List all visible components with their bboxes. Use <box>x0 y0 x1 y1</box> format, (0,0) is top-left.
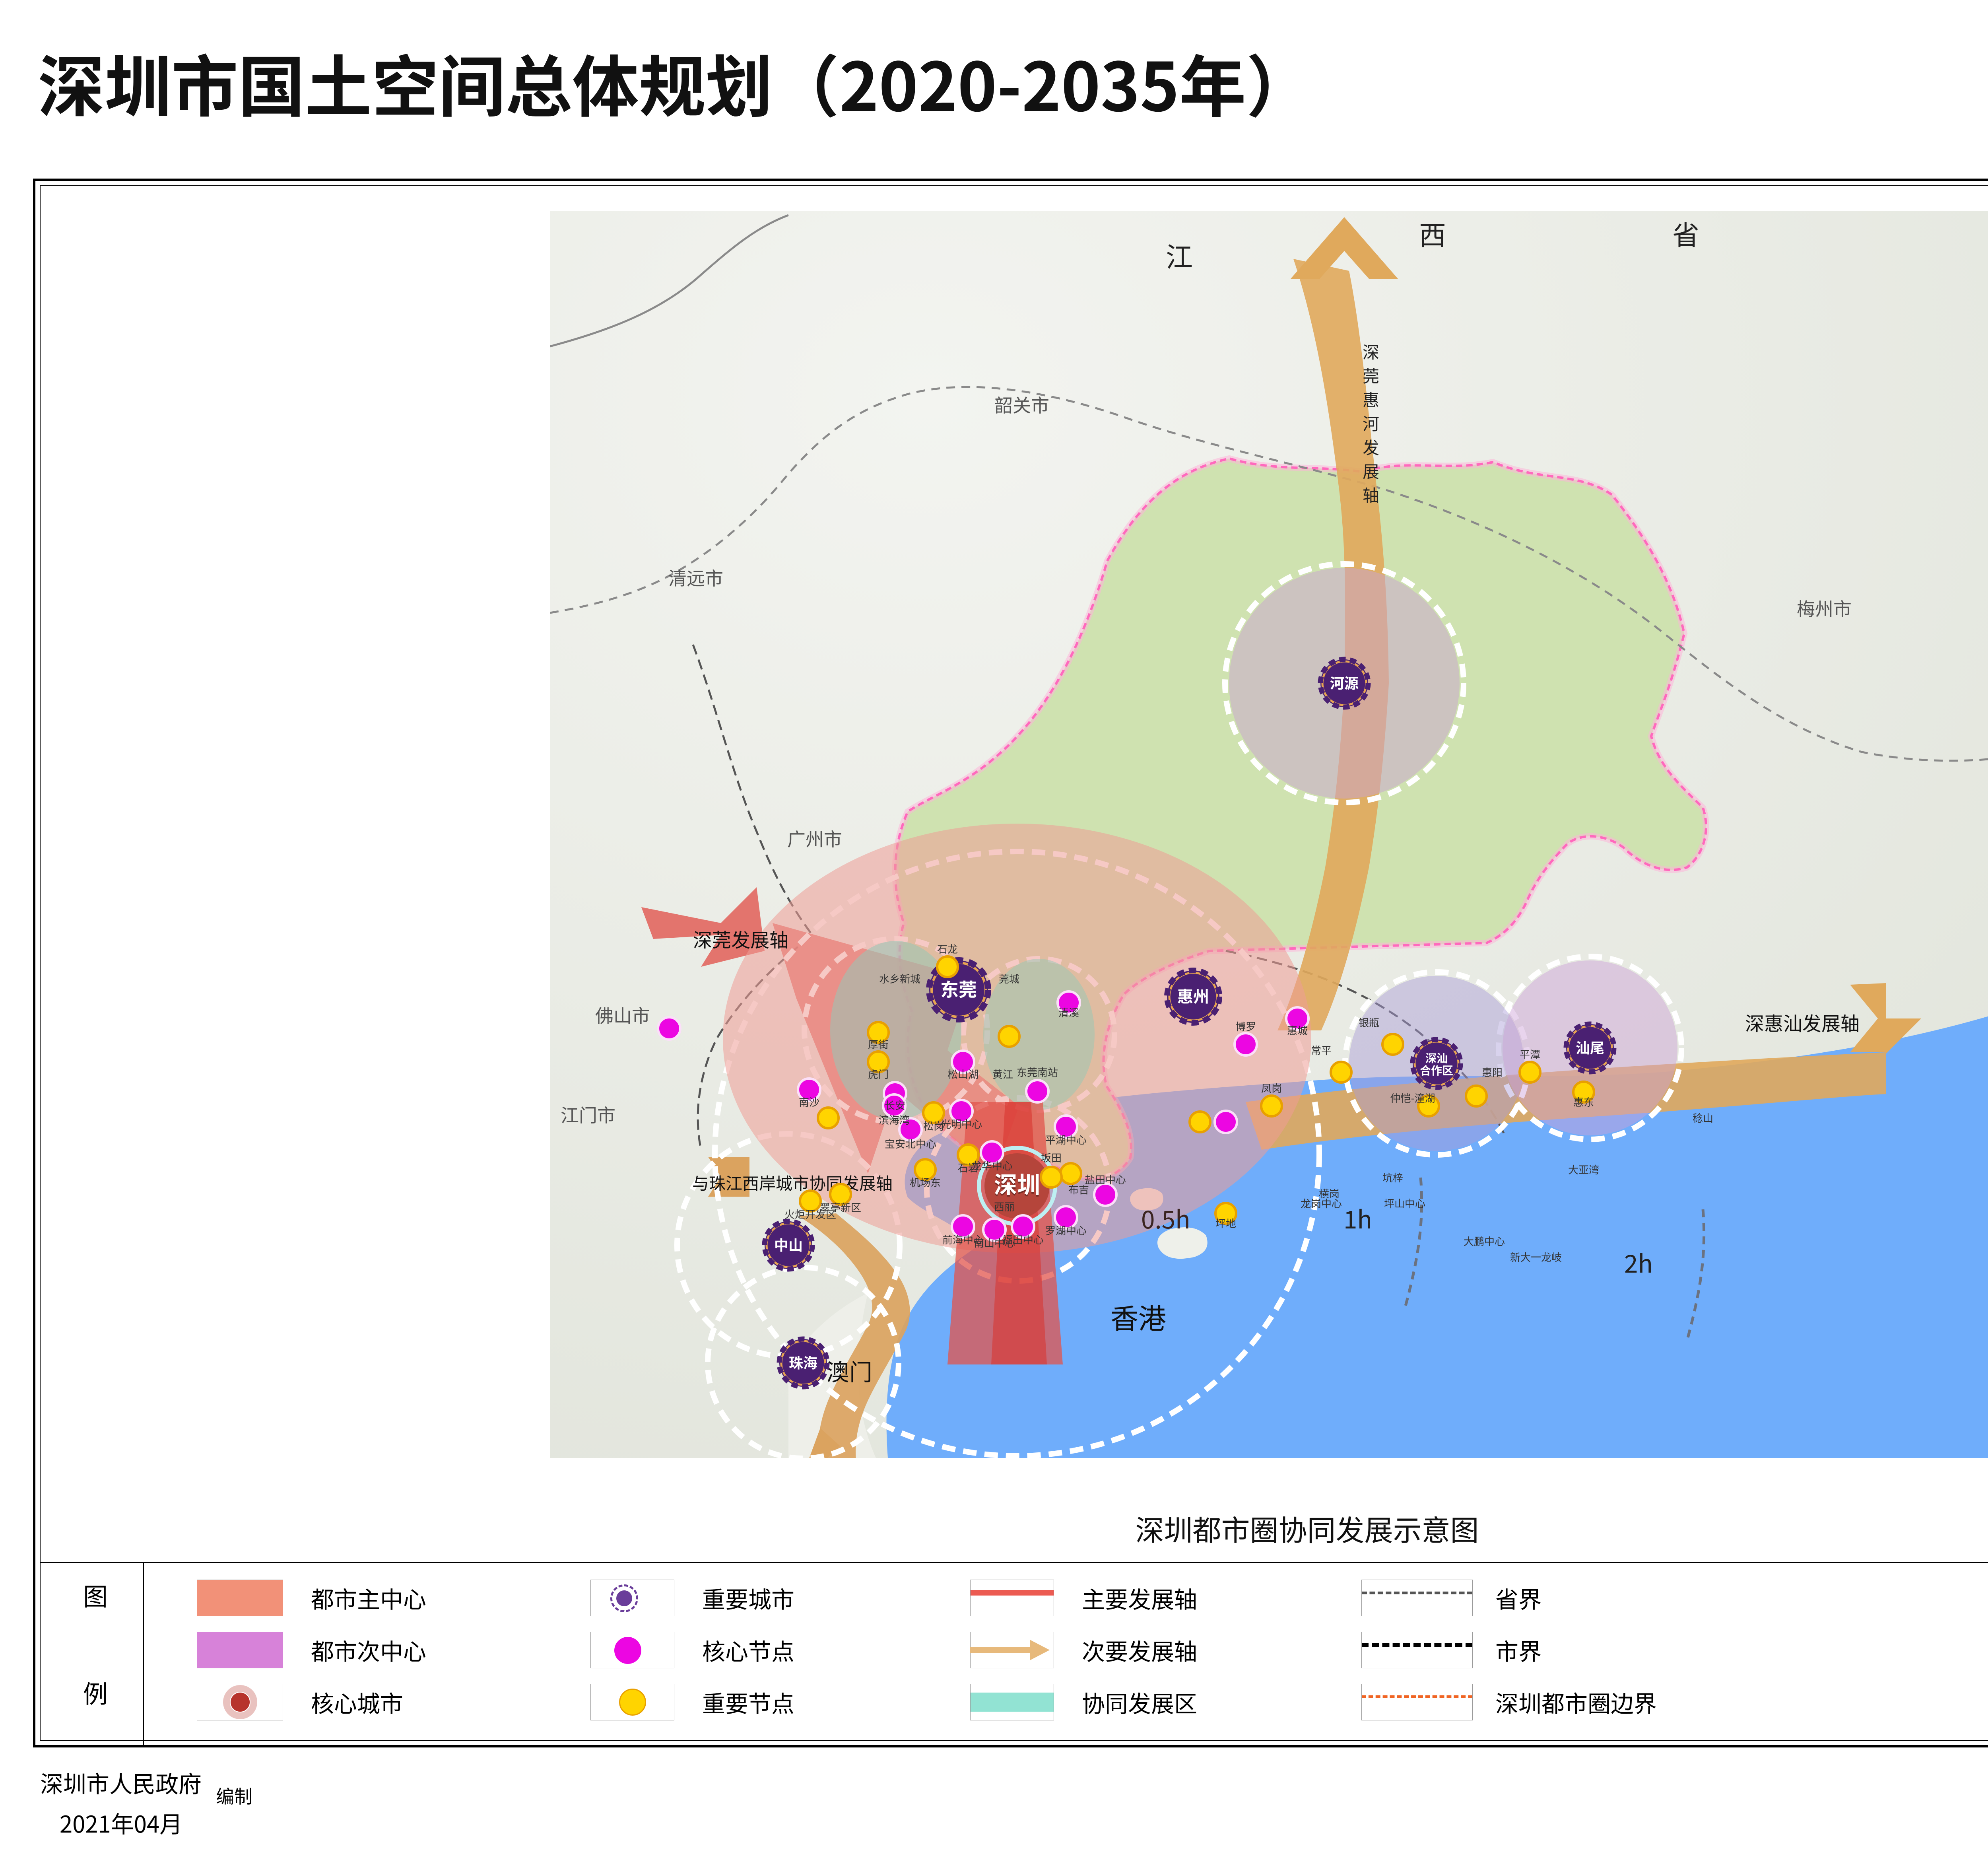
svg-text:佛山市: 佛山市 <box>595 1002 650 1028</box>
svg-text:广州市: 广州市 <box>787 825 842 851</box>
svg-text:惠东: 惠东 <box>1573 1094 1594 1109</box>
svg-text:0.5h: 0.5h <box>1141 1200 1190 1236</box>
svg-text:中山: 中山 <box>774 1234 803 1255</box>
svg-text:常平: 常平 <box>1311 1043 1332 1057</box>
svg-text:宝安北中心: 宝安北中心 <box>885 1136 936 1151</box>
svg-text:省: 省 <box>1672 214 1699 253</box>
svg-text:梅州市: 梅州市 <box>1797 595 1852 621</box>
svg-text:展: 展 <box>1363 459 1379 483</box>
svg-text:清溪: 清溪 <box>1058 1005 1079 1020</box>
svg-text:石龙: 石龙 <box>937 941 958 956</box>
svg-text:稔山: 稔山 <box>1693 1110 1713 1125</box>
svg-text:大鹏中心: 大鹏中心 <box>1464 1234 1505 1248</box>
svg-text:河: 河 <box>1363 411 1379 435</box>
svg-text:长安: 长安 <box>885 1098 905 1112</box>
svg-text:龙岗中心: 龙岗中心 <box>1301 1196 1342 1211</box>
svg-text:河源: 河源 <box>1330 672 1359 693</box>
svg-text:福田中心: 福田中心 <box>1002 1232 1044 1247</box>
svg-text:轴: 轴 <box>1363 482 1379 507</box>
svg-text:深惠汕发展轴: 深惠汕发展轴 <box>1745 1008 1860 1036</box>
svg-text:深莞发展轴: 深莞发展轴 <box>693 925 788 952</box>
svg-text:惠: 惠 <box>1363 387 1379 411</box>
svg-text:清远市: 清远市 <box>668 564 723 591</box>
svg-text:惠州: 惠州 <box>1177 984 1209 1007</box>
svg-text:龙华中心: 龙华中心 <box>971 1158 1013 1173</box>
svg-text:东莞南站: 东莞南站 <box>1017 1065 1058 1079</box>
svg-text:厚街: 厚街 <box>868 1037 889 1051</box>
svg-text:松山湖: 松山湖 <box>947 1067 978 1081</box>
svg-text:韶关市: 韶关市 <box>994 391 1049 418</box>
svg-text:汕尾: 汕尾 <box>1576 1037 1604 1057</box>
svg-text:凤岗: 凤岗 <box>1261 1081 1282 1095</box>
svg-text:坪山中心: 坪山中心 <box>1384 1196 1425 1211</box>
svg-text:罗湖中心: 罗湖中心 <box>1045 1223 1087 1238</box>
svg-text:仲恺-潼湖: 仲恺-潼湖 <box>1390 1090 1435 1105</box>
svg-text:新大一龙岐: 新大一龙岐 <box>1510 1250 1562 1264</box>
svg-text:大亚湾: 大亚湾 <box>1568 1162 1599 1177</box>
svg-text:坂田: 坂田 <box>1041 1150 1062 1165</box>
svg-text:翠亭新区: 翠亭新区 <box>820 1200 861 1215</box>
svg-text:南沙: 南沙 <box>799 1094 819 1109</box>
svg-text:银瓶: 银瓶 <box>1359 1015 1379 1030</box>
svg-text:澳门: 澳门 <box>826 1354 872 1387</box>
svg-text:1h: 1h <box>1343 1200 1372 1236</box>
svg-text:与珠江西岸城市协同发展轴: 与珠江西岸城市协同发展轴 <box>692 1170 893 1195</box>
svg-text:合作区: 合作区 <box>1420 1062 1453 1078</box>
svg-text:水乡新城: 水乡新城 <box>879 971 920 986</box>
svg-text:东莞: 东莞 <box>940 976 977 1002</box>
svg-text:香港: 香港 <box>1110 1297 1166 1337</box>
svg-text:深: 深 <box>1363 339 1379 363</box>
svg-text:平潭: 平潭 <box>1520 1047 1540 1061</box>
svg-text:西丽: 西丽 <box>994 1199 1015 1214</box>
svg-text:机场东: 机场东 <box>910 1175 941 1189</box>
svg-text:莞城: 莞城 <box>999 971 1019 986</box>
svg-text:黄江: 黄江 <box>992 1067 1013 1081</box>
svg-text:坪地: 坪地 <box>1215 1216 1236 1230</box>
svg-text:莞: 莞 <box>1363 363 1379 387</box>
svg-text:江: 江 <box>1166 235 1193 275</box>
svg-text:珠海: 珠海 <box>789 1352 817 1372</box>
svg-text:西: 西 <box>1419 214 1446 253</box>
svg-text:平湖中心: 平湖中心 <box>1045 1132 1087 1147</box>
svg-text:盐田中心: 盐田中心 <box>1085 1172 1126 1187</box>
svg-text:惠城: 惠城 <box>1287 1023 1308 1038</box>
svg-text:发: 发 <box>1363 435 1379 459</box>
svg-text:坑梓: 坑梓 <box>1382 1170 1403 1185</box>
svg-text:光明中心: 光明中心 <box>941 1116 982 1131</box>
svg-text:博罗: 博罗 <box>1235 1019 1256 1034</box>
svg-text:虎门: 虎门 <box>868 1067 889 1081</box>
svg-text:2h: 2h <box>1624 1244 1653 1280</box>
svg-text:惠阳: 惠阳 <box>1482 1065 1503 1079</box>
svg-text:江门市: 江门市 <box>561 1101 615 1127</box>
svg-text:滨海湾: 滨海湾 <box>879 1112 910 1127</box>
